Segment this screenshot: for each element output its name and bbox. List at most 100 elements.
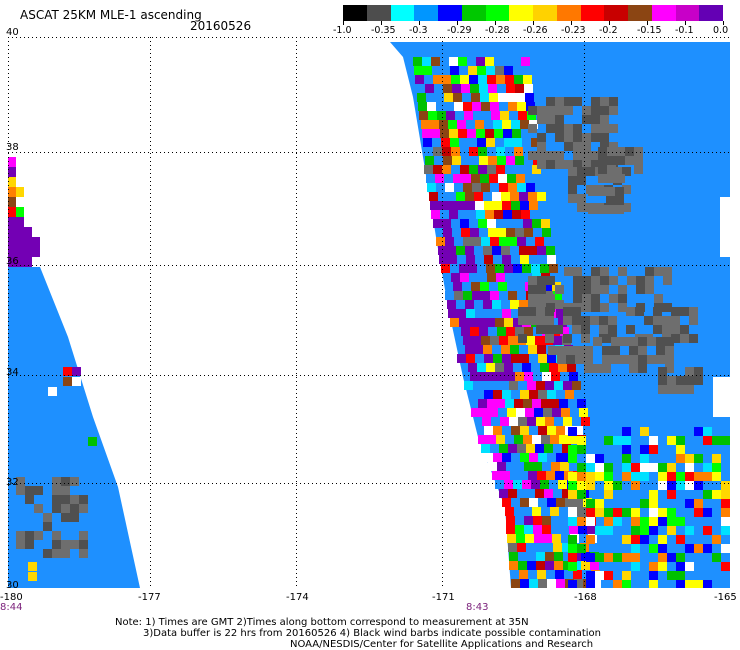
data-cell — [506, 156, 515, 165]
data-cell — [461, 84, 470, 93]
data-cell — [555, 285, 564, 294]
data-cell — [667, 463, 676, 472]
data-cell — [649, 499, 658, 508]
data-cell — [497, 156, 506, 165]
data-cell — [629, 337, 638, 346]
data-cell — [479, 156, 488, 165]
data-cell — [496, 399, 505, 408]
colorbar-segment — [485, 5, 510, 21]
data-cell — [591, 285, 600, 294]
data-cell — [476, 57, 485, 66]
data-cell — [506, 372, 515, 381]
data-cell — [685, 499, 694, 508]
data-cell — [43, 513, 52, 522]
data-cell — [595, 463, 604, 472]
data-cell — [25, 495, 34, 504]
data-cell — [533, 525, 542, 534]
data-cell — [511, 579, 520, 588]
data-cell — [502, 201, 511, 210]
data-cell — [531, 480, 540, 489]
data-cell — [560, 327, 569, 336]
data-cell — [562, 489, 571, 498]
data-cell — [540, 264, 549, 273]
data-cell — [477, 318, 486, 327]
data-cell — [568, 185, 577, 194]
data-cell — [649, 508, 658, 517]
data-cell — [531, 264, 540, 273]
lon-label-165: -165 — [714, 592, 737, 603]
data-cell — [501, 471, 510, 480]
data-cell — [61, 477, 70, 486]
colorbar-segment — [366, 5, 391, 21]
data-cell — [574, 579, 583, 588]
data-cell — [522, 363, 531, 372]
data-cell — [528, 246, 537, 255]
colorbar-segment — [461, 5, 486, 21]
data-cell — [689, 307, 698, 316]
data-cell — [535, 237, 544, 246]
data-cell — [575, 355, 584, 364]
data-cell — [481, 237, 490, 246]
data-cell — [604, 508, 613, 517]
data-cell — [484, 255, 493, 264]
data-cell — [615, 196, 624, 205]
lat-label-36: 36 — [6, 256, 19, 267]
colorbar-tick — [723, 21, 724, 25]
data-cell — [469, 75, 478, 84]
data-cell — [526, 336, 535, 345]
data-cell — [441, 264, 450, 273]
data-cell — [8, 187, 16, 197]
data-cell — [16, 477, 25, 486]
swath-edge-gap — [720, 197, 730, 257]
data-cell — [61, 540, 70, 549]
data-cell — [546, 294, 555, 303]
data-cell — [536, 316, 545, 325]
data-cell — [450, 318, 459, 327]
data-cell — [16, 257, 24, 267]
data-cell — [547, 498, 556, 507]
colorbar-tick-label: -0.29 — [447, 25, 472, 36]
data-cell — [572, 325, 581, 334]
data-cell — [511, 120, 520, 129]
data-cell — [495, 318, 504, 327]
data-cell — [453, 174, 462, 183]
data-cell — [600, 97, 609, 106]
data-cell — [478, 435, 487, 444]
data-cell — [515, 462, 524, 471]
data-cell — [544, 489, 553, 498]
data-cell — [560, 462, 569, 471]
data-cell — [573, 142, 582, 151]
data-cell — [604, 553, 613, 562]
data-cell — [597, 187, 606, 196]
data-cell — [656, 337, 665, 346]
data-cell — [613, 508, 622, 517]
data-cell — [442, 147, 451, 156]
data-cell — [478, 75, 487, 84]
data-cell — [529, 498, 538, 507]
data-cell — [462, 174, 471, 183]
data-cell — [514, 435, 523, 444]
data-cell — [470, 372, 479, 381]
data-cell — [586, 454, 595, 463]
data-cell — [541, 435, 550, 444]
data-cell — [712, 463, 721, 472]
data-cell — [496, 147, 505, 156]
data-cell — [490, 237, 499, 246]
data-cell — [533, 516, 542, 525]
data-cell — [472, 291, 481, 300]
data-cell — [607, 165, 616, 174]
data-cell — [538, 201, 547, 210]
data-cell — [565, 498, 574, 507]
data-cell — [568, 490, 577, 499]
data-cell — [489, 174, 498, 183]
data-cell — [493, 201, 502, 210]
data-cell — [640, 445, 649, 454]
data-cell — [464, 111, 473, 120]
data-cell — [591, 160, 600, 169]
data-cell — [523, 435, 532, 444]
colorbar-segment — [699, 5, 723, 21]
data-cell — [568, 535, 577, 544]
data-cell — [608, 325, 617, 334]
data-cell — [591, 303, 600, 312]
data-cell — [577, 399, 586, 408]
